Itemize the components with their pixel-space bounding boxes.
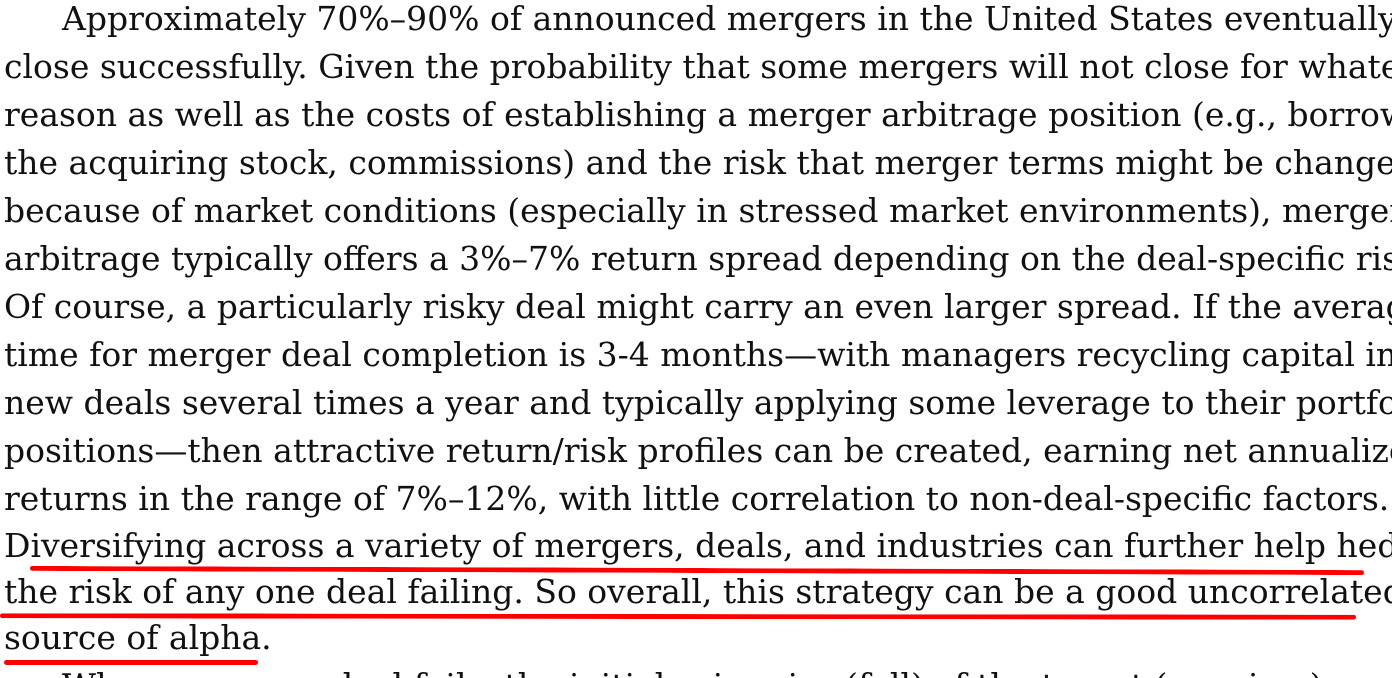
red-underline bbox=[4, 660, 258, 665]
paragraph-line: time for merger deal completion is 3-4 m… bbox=[4, 335, 1392, 374]
paragraph-line: close successfully. Given the probabilit… bbox=[4, 47, 1392, 86]
paragraph-line: reason as well as the costs of establish… bbox=[4, 95, 1392, 134]
highlighted-line: source of alpha. bbox=[4, 618, 272, 657]
paragraph-line: Of course, a particularly risky deal mig… bbox=[4, 287, 1392, 326]
paragraph-line: the acquiring stock, commissions) and th… bbox=[4, 143, 1392, 182]
highlighted-line: Diversifying across a variety of mergers… bbox=[4, 526, 1392, 565]
paragraph-line: because of market conditions (especially… bbox=[4, 191, 1392, 230]
cut-off-line: When a merger deal fails, the initial pr… bbox=[62, 662, 1354, 678]
highlighted-line: the risk of any one deal failing. So ove… bbox=[4, 572, 1392, 611]
paragraph-line: Approximately 70%–90% of announced merge… bbox=[62, 0, 1392, 38]
paragraph-line: positions—then attractive return/risk pr… bbox=[4, 431, 1392, 470]
paragraph-line: arbitrage typically offers a 3%–7% retur… bbox=[4, 239, 1392, 278]
paragraph-line: new deals several times a year and typic… bbox=[4, 383, 1392, 422]
paragraph-line: returns in the range of 7%–12%, with lit… bbox=[4, 479, 1390, 518]
